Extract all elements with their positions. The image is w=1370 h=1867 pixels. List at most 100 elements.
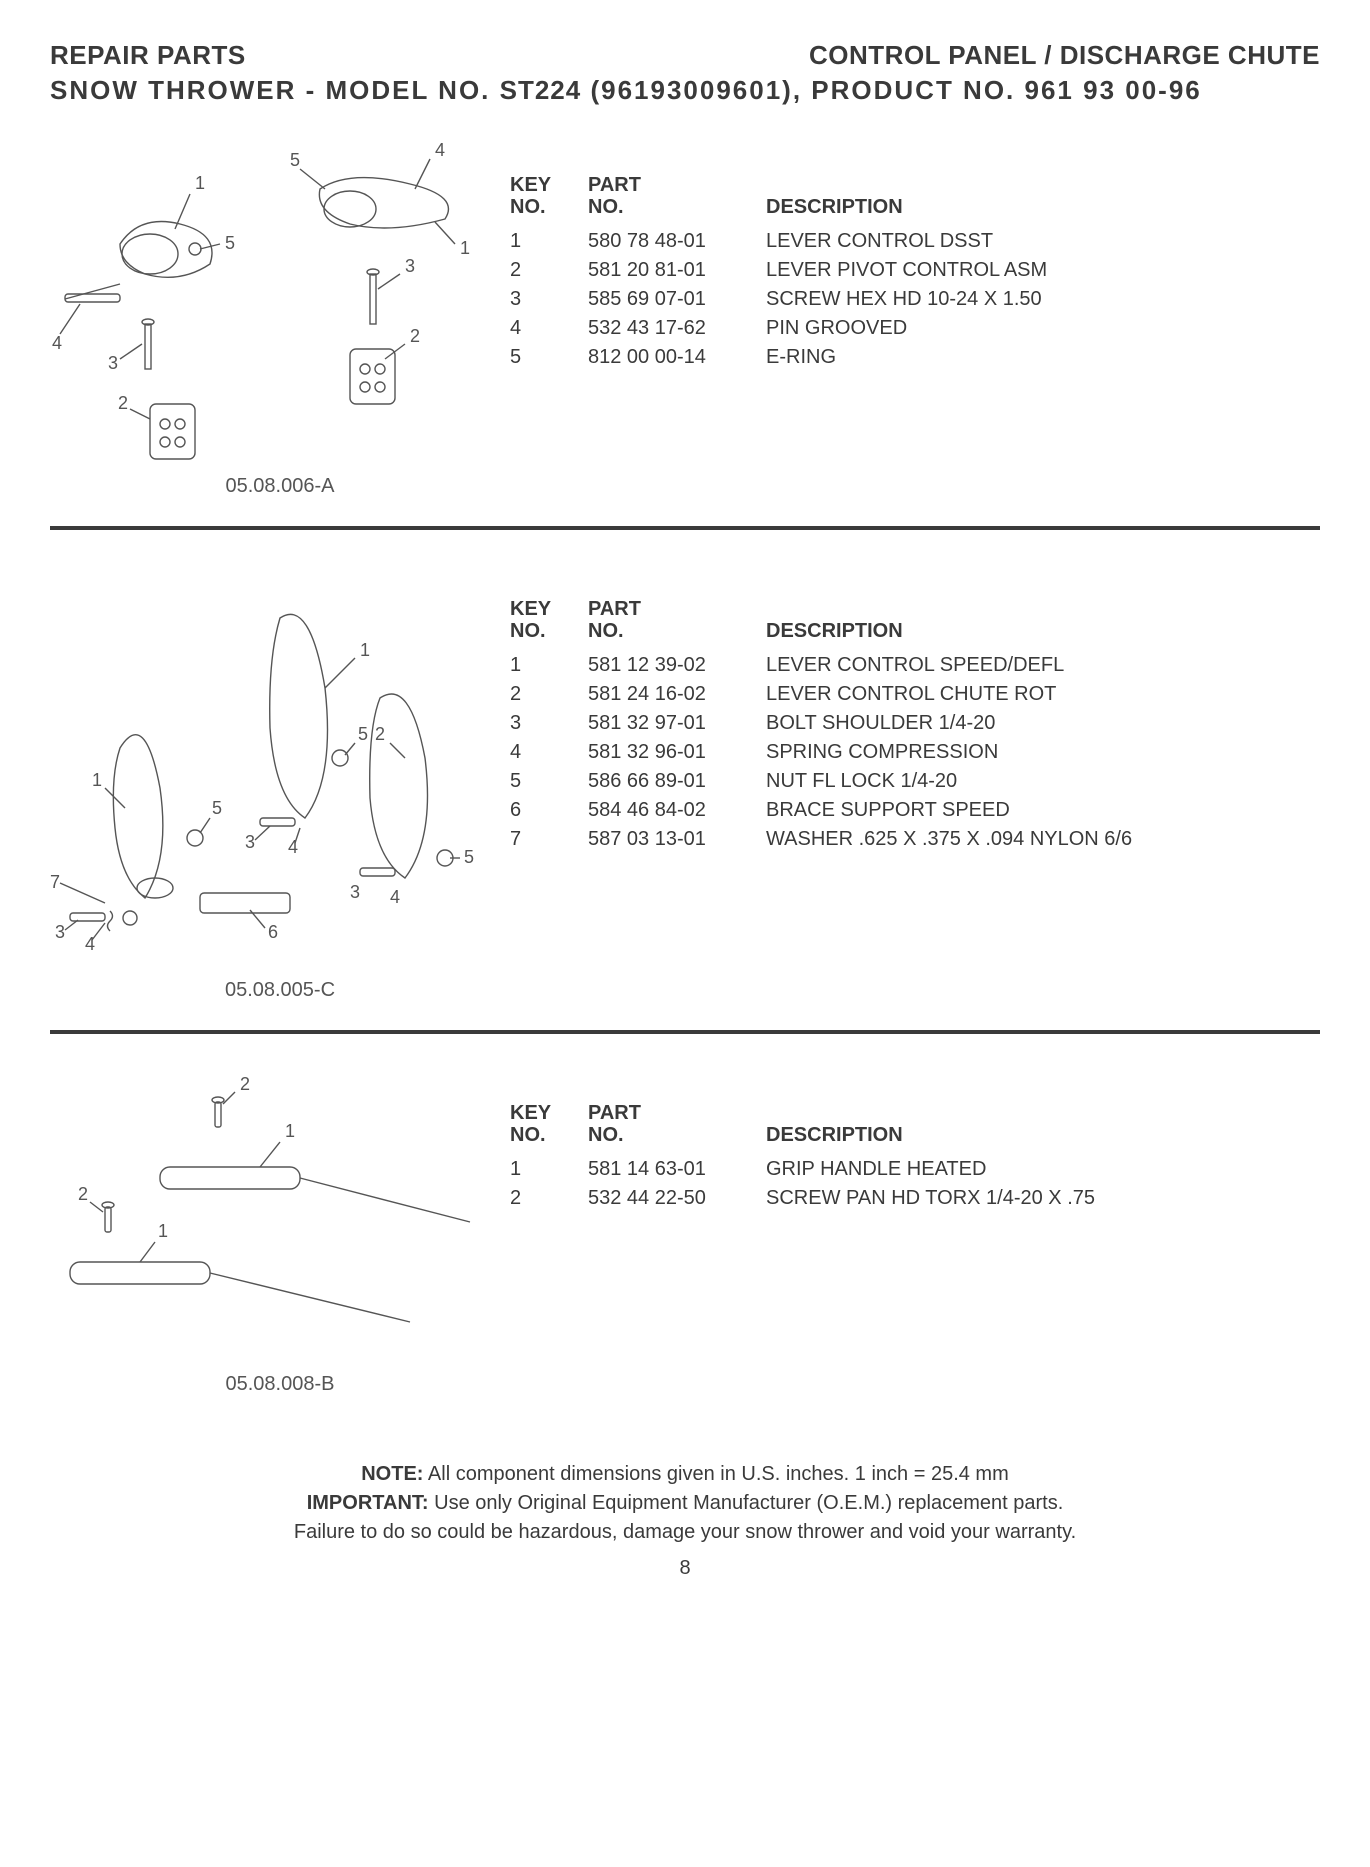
svg-text:3: 3 bbox=[108, 353, 118, 373]
cell-desc: SCREW PAN HD TORX 1/4-20 X .75 bbox=[766, 1185, 1113, 1214]
col-desc: DESCRIPTION bbox=[766, 1102, 1113, 1156]
table-row: 6584 46 84-02BRACE SUPPORT SPEED bbox=[510, 797, 1150, 826]
diagram-caption-1: 05.08.006-A bbox=[50, 475, 510, 498]
cell-key: 3 bbox=[510, 710, 588, 739]
note-text: All component dimensions given in U.S. i… bbox=[423, 1463, 1008, 1485]
table-row: 2581 20 81-01LEVER PIVOT CONTROL ASM bbox=[510, 257, 1065, 286]
cell-desc: WASHER .625 X .375 X .094 NYLON 6/6 bbox=[766, 826, 1150, 855]
header-left: REPAIR PARTS bbox=[50, 40, 246, 71]
col-key: KEYNO. bbox=[510, 598, 588, 652]
table-col-2: KEYNO. PARTNO. DESCRIPTION 1581 12 39-02… bbox=[510, 558, 1320, 855]
col-desc: DESCRIPTION bbox=[766, 598, 1150, 652]
svg-text:1: 1 bbox=[158, 1221, 168, 1241]
svg-text:1: 1 bbox=[195, 173, 205, 193]
cell-desc: BRACE SUPPORT SPEED bbox=[766, 797, 1150, 826]
cell-part: 581 12 39-02 bbox=[588, 652, 766, 681]
cell-part: 581 32 96-01 bbox=[588, 739, 766, 768]
parts-tbody-3: 1581 14 63-01GRIP HANDLE HEATED2532 44 2… bbox=[510, 1156, 1113, 1214]
cell-part: 581 20 81-01 bbox=[588, 257, 766, 286]
diagram-col-3: 1 2 1 2 05.08.008-B bbox=[50, 1062, 510, 1396]
svg-text:6: 6 bbox=[268, 922, 278, 942]
svg-text:2: 2 bbox=[240, 1074, 250, 1094]
cell-key: 6 bbox=[510, 797, 588, 826]
table-row: 4532 43 17-62PIN GROOVED bbox=[510, 315, 1065, 344]
exploded-diagram-icon: 1 5 4 3 2 4 5 1 3 bbox=[50, 134, 480, 464]
svg-text:1: 1 bbox=[360, 640, 370, 660]
diagram-caption-3: 05.08.008-B bbox=[50, 1373, 510, 1396]
page-subheader: SNOW THROWER - MODEL NO. ST224 (96193009… bbox=[50, 75, 1320, 106]
exploded-diagram-icon: 1 5 3 4 7 1 5 3 4 2 5 34 bbox=[50, 558, 480, 968]
cell-part: 586 66 89-01 bbox=[588, 768, 766, 797]
col-part: PARTNO. bbox=[588, 1102, 766, 1156]
col-part: PARTNO. bbox=[588, 598, 766, 652]
parts-table-3: KEYNO. PARTNO. DESCRIPTION 1581 14 63-01… bbox=[510, 1102, 1113, 1214]
cell-key: 3 bbox=[510, 286, 588, 315]
cell-part: 581 32 97-01 bbox=[588, 710, 766, 739]
cell-desc: LEVER CONTROL CHUTE ROT bbox=[766, 681, 1150, 710]
note-label: NOTE: bbox=[361, 1463, 423, 1485]
model-number: ST224 bbox=[500, 75, 582, 105]
cell-part: 587 03 13-01 bbox=[588, 826, 766, 855]
svg-text:5: 5 bbox=[358, 724, 368, 744]
cell-desc: NUT FL LOCK 1/4-20 bbox=[766, 768, 1150, 797]
cell-key: 5 bbox=[510, 344, 588, 373]
col-key: KEYNO. bbox=[510, 174, 588, 228]
cell-key: 2 bbox=[510, 681, 588, 710]
cell-desc: SPRING COMPRESSION bbox=[766, 739, 1150, 768]
cell-part: 581 24 16-02 bbox=[588, 681, 766, 710]
important-text: Use only Original Equipment Manufacturer… bbox=[429, 1492, 1064, 1514]
svg-text:1: 1 bbox=[92, 770, 102, 790]
cell-key: 2 bbox=[510, 1185, 588, 1214]
exploded-diagram-icon: 1 2 1 2 bbox=[50, 1062, 480, 1362]
svg-text:2: 2 bbox=[118, 393, 128, 413]
svg-text:3: 3 bbox=[245, 832, 255, 852]
table-row: 1580 78 48-01LEVER CONTROL DSST bbox=[510, 228, 1065, 257]
cell-desc: LEVER CONTROL DSST bbox=[766, 228, 1065, 257]
cell-part: 584 46 84-02 bbox=[588, 797, 766, 826]
cell-part: 532 43 17-62 bbox=[588, 315, 766, 344]
svg-text:5: 5 bbox=[464, 847, 474, 867]
table-row: 3581 32 97-01BOLT SHOULDER 1/4-20 bbox=[510, 710, 1150, 739]
cell-desc: BOLT SHOULDER 1/4-20 bbox=[766, 710, 1150, 739]
divider-2 bbox=[50, 1030, 1320, 1034]
diagram-2: 1 5 3 4 7 1 5 3 4 2 5 34 bbox=[50, 558, 480, 973]
section-1: 1 5 4 3 2 4 5 1 3 bbox=[50, 124, 1320, 512]
svg-text:3: 3 bbox=[55, 922, 65, 942]
col-key: KEYNO. bbox=[510, 1102, 588, 1156]
table-row: 4581 32 96-01SPRING COMPRESSION bbox=[510, 739, 1150, 768]
svg-text:2: 2 bbox=[78, 1184, 88, 1204]
footer-line3: Failure to do so could be hazardous, dam… bbox=[50, 1518, 1320, 1547]
svg-text:5: 5 bbox=[290, 150, 300, 170]
svg-text:2: 2 bbox=[375, 724, 385, 744]
cell-part: 580 78 48-01 bbox=[588, 228, 766, 257]
divider-1 bbox=[50, 526, 1320, 530]
diagram-col-1: 1 5 4 3 2 4 5 1 3 bbox=[50, 134, 510, 498]
page-header: REPAIR PARTS CONTROL PANEL / DISCHARGE C… bbox=[50, 40, 1320, 71]
table-row: 5586 66 89-01NUT FL LOCK 1/4-20 bbox=[510, 768, 1150, 797]
cell-key: 4 bbox=[510, 315, 588, 344]
table-col-1: KEYNO. PARTNO. DESCRIPTION 1580 78 48-01… bbox=[510, 134, 1320, 373]
col-part: PARTNO. bbox=[588, 174, 766, 228]
section-2: 1 5 3 4 7 1 5 3 4 2 5 34 bbox=[50, 548, 1320, 1016]
cell-desc: LEVER PIVOT CONTROL ASM bbox=[766, 257, 1065, 286]
cell-desc: SCREW HEX HD 10-24 X 1.50 bbox=[766, 286, 1065, 315]
cell-part: 585 69 07-01 bbox=[588, 286, 766, 315]
diagram-1: 1 5 4 3 2 4 5 1 3 bbox=[50, 134, 480, 469]
diagram-caption-2: 05.08.005-C bbox=[50, 979, 510, 1002]
svg-text:3: 3 bbox=[350, 882, 360, 902]
important-label: IMPORTANT: bbox=[307, 1492, 429, 1514]
svg-text:2: 2 bbox=[410, 326, 420, 346]
diagram-3: 1 2 1 2 bbox=[50, 1062, 480, 1367]
cell-key: 1 bbox=[510, 652, 588, 681]
svg-text:5: 5 bbox=[212, 798, 222, 818]
cell-key: 1 bbox=[510, 1156, 588, 1185]
cell-part: 812 00 00-14 bbox=[588, 344, 766, 373]
table-row: 3585 69 07-01SCREW HEX HD 10-24 X 1.50 bbox=[510, 286, 1065, 315]
cell-part: 532 44 22-50 bbox=[588, 1185, 766, 1214]
cell-key: 1 bbox=[510, 228, 588, 257]
diagram-col-2: 1 5 3 4 7 1 5 3 4 2 5 34 bbox=[50, 558, 510, 1002]
subheader-suffix: (96193009601), PRODUCT NO. 961 93 00-96 bbox=[581, 75, 1202, 105]
cell-key: 4 bbox=[510, 739, 588, 768]
cell-desc: E-RING bbox=[766, 344, 1065, 373]
table-col-3: KEYNO. PARTNO. DESCRIPTION 1581 14 63-01… bbox=[510, 1062, 1320, 1214]
